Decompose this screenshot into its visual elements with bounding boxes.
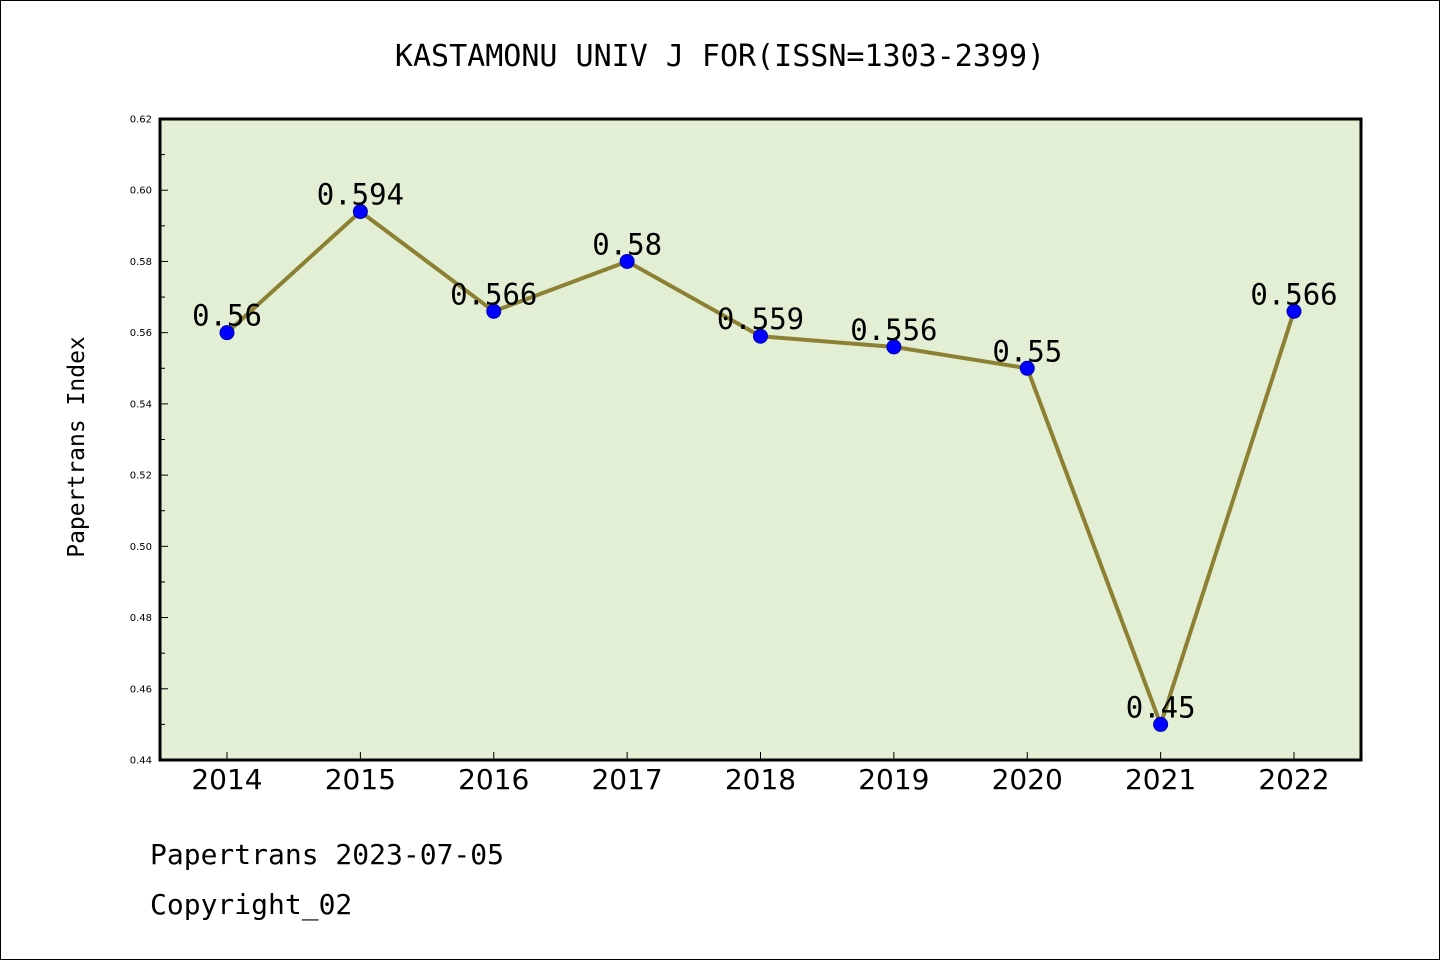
x-tick-label: 2016 — [458, 763, 529, 796]
data-label: 0.55 — [992, 334, 1062, 368]
plot-area — [158, 117, 1363, 762]
data-label: 0.566 — [1250, 277, 1337, 311]
y-axis: 0.44 0.46 0.48 0.50 0.52 0.54 0.56 0.58 0.60 0.62 — [130, 115, 168, 767]
data-label: 0.566 — [450, 277, 537, 311]
data-point — [352, 204, 368, 220]
data-label: 0.56 — [192, 299, 262, 333]
y-tick-label: 0.52 — [130, 471, 152, 482]
series-group: 0.56 0.594 0.566 0.58 0.559 0.556 0.55 0.45 0.56… — [192, 178, 1338, 732]
data-point — [886, 339, 902, 355]
data-label: 0.559 — [717, 302, 804, 336]
x-tick-label: 2022 — [1258, 763, 1329, 796]
x-tick-label: 2020 — [992, 763, 1063, 796]
x-axis: 2014 2015 2016 2017 2018 2019 2020 2021 2022 — [191, 752, 1330, 796]
x-tick-label: 2018 — [725, 763, 796, 796]
data-point — [219, 325, 235, 341]
footer-date: Papertrans 2023-07-05 — [150, 838, 504, 871]
footer-copyright: Copyright_02 — [150, 888, 352, 922]
x-tick-label: 2017 — [591, 763, 662, 796]
y-tick-label: 0.46 — [130, 684, 152, 695]
data-point — [1286, 303, 1302, 319]
chart-title: KASTAMONU UNIV J FOR(ISSN=1303-2399) — [395, 39, 1045, 74]
y-tick-label: 0.54 — [130, 399, 152, 410]
y-tick-label: 0.48 — [130, 613, 152, 624]
y-axis-label: Papertrans Index — [64, 336, 90, 558]
data-point — [619, 253, 635, 269]
y-tick-label: 0.50 — [130, 542, 152, 553]
y-tick-label: 0.56 — [130, 328, 152, 339]
data-label: 0.58 — [592, 227, 662, 261]
data-label: 0.45 — [1126, 690, 1196, 724]
y-tick-label: 0.60 — [130, 186, 152, 197]
data-label: 0.556 — [850, 313, 937, 347]
data-point — [1019, 360, 1035, 376]
x-tick-label: 2014 — [191, 763, 262, 796]
data-point — [1153, 716, 1169, 732]
x-tick-label: 2015 — [325, 763, 396, 796]
x-tick-label: 2019 — [858, 763, 929, 796]
data-point — [753, 328, 768, 344]
data-point — [486, 303, 502, 319]
y-tick-label: 0.44 — [130, 756, 152, 767]
data-label: 0.594 — [317, 178, 404, 212]
y-tick-label: 0.62 — [130, 115, 152, 126]
x-tick-label: 2021 — [1125, 763, 1196, 796]
y-tick-label: 0.58 — [130, 257, 152, 268]
